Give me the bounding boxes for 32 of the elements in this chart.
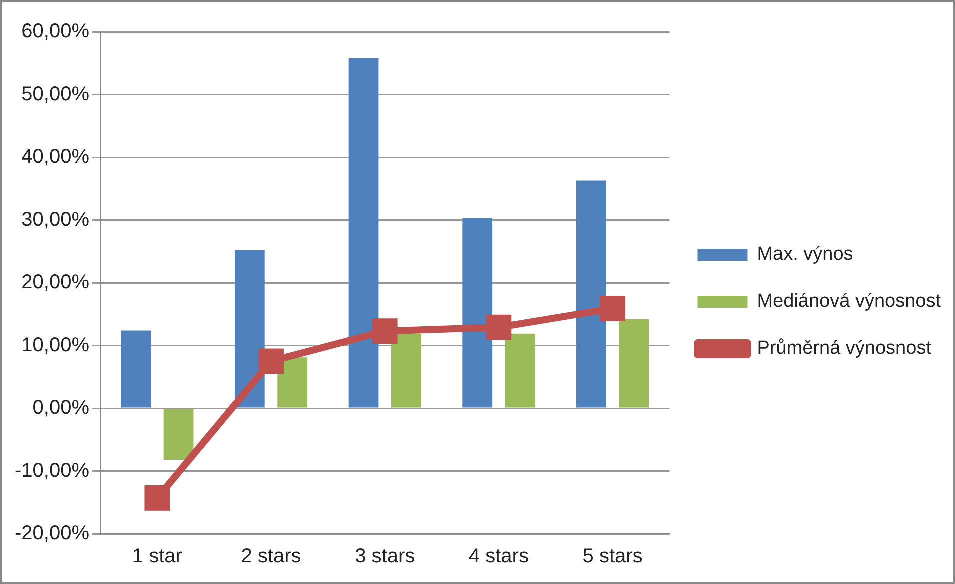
y-tick-label: 30,00% bbox=[22, 208, 90, 231]
y-tick-label: 10,00% bbox=[22, 334, 90, 356]
y-tick-label: 60,00% bbox=[22, 20, 90, 43]
bar bbox=[619, 319, 650, 408]
point bbox=[600, 296, 626, 322]
y-tick-label: 0,00% bbox=[32, 397, 90, 420]
bar bbox=[505, 334, 536, 408]
x-tick-label: 1 star bbox=[132, 546, 183, 568]
y-tick-label: -20,00% bbox=[14, 522, 90, 545]
y-tick-label: -10,00% bbox=[14, 460, 90, 482]
x-tick-label: 3 stars bbox=[355, 546, 416, 568]
bar bbox=[164, 409, 194, 460]
point bbox=[258, 348, 284, 374]
point bbox=[144, 486, 170, 511]
legend-label: Průměrná výnosnost bbox=[757, 338, 932, 360]
y-tick-label: 50,00% bbox=[22, 83, 90, 106]
bar bbox=[348, 58, 379, 408]
bar bbox=[121, 330, 152, 408]
x-tick-label: 5 stars bbox=[582, 546, 643, 568]
bar bbox=[392, 334, 422, 408]
bar bbox=[576, 180, 606, 408]
legend-label: Max. výnos bbox=[757, 244, 854, 266]
y-tick-label: 40,00% bbox=[22, 146, 90, 168]
legend-label: Mediánová výnosnost bbox=[757, 291, 942, 312]
bar bbox=[278, 358, 308, 408]
bar bbox=[234, 250, 265, 408]
point bbox=[372, 318, 398, 344]
x-tick-label: 2 stars bbox=[241, 546, 302, 568]
x-tick-label: 4 stars bbox=[468, 546, 529, 568]
bar bbox=[462, 218, 493, 408]
point bbox=[486, 314, 512, 340]
y-tick-label: 20,00% bbox=[22, 272, 90, 294]
